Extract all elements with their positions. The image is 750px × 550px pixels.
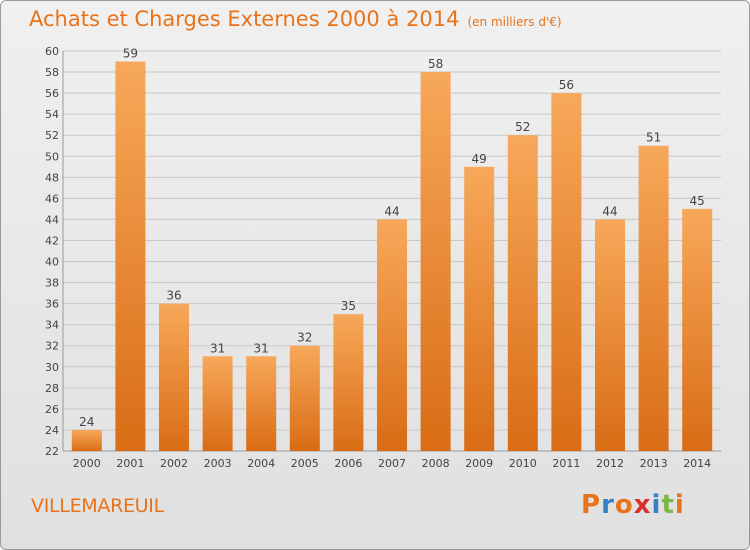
bar-2014 <box>682 208 713 451</box>
y-tick-label: 60 <box>45 45 59 58</box>
bars <box>71 61 713 452</box>
bar-2005 <box>289 345 320 451</box>
data-label-2003: 31 <box>210 341 225 355</box>
logo-letter: i <box>651 490 662 520</box>
y-tick-label: 22 <box>45 445 59 458</box>
bar-2010 <box>507 135 538 452</box>
chart-unit: (en milliers d'€) <box>467 15 562 29</box>
y-tick-label: 24 <box>45 424 59 437</box>
chart-title: Achats et Charges Externes 2000 à 2014 (e… <box>29 7 562 31</box>
bar-2011 <box>551 93 582 452</box>
data-label-2012: 44 <box>602 204 617 218</box>
x-tick-label-2009: 2009 <box>465 457 493 470</box>
x-tick-label-2007: 2007 <box>378 457 406 470</box>
x-tick-label-2001: 2001 <box>116 457 144 470</box>
data-label-2014: 45 <box>690 194 705 208</box>
y-tick-label: 46 <box>45 192 59 205</box>
y-tick-label: 26 <box>45 403 59 416</box>
bar-2004 <box>246 356 277 451</box>
data-label-2006: 35 <box>341 299 356 313</box>
x-tick-label-2011: 2011 <box>552 457 580 470</box>
y-tick-label: 42 <box>45 234 59 247</box>
bar-2000 <box>71 429 102 451</box>
y-tick-label: 38 <box>45 277 59 290</box>
bar-2003 <box>202 356 233 451</box>
x-tick-label-2010: 2010 <box>509 457 537 470</box>
logo-letter: r <box>601 490 615 520</box>
commune-name: VILLEMAREUIL <box>31 495 164 517</box>
bar-2013 <box>638 145 669 451</box>
data-label-2007: 44 <box>384 204 399 218</box>
x-tick-label-2014: 2014 <box>683 457 711 470</box>
bar-2008 <box>420 72 451 451</box>
y-axis: 22 24 26 28 30 32 34 36 38 40 42 44 46 48 50 52 54 56 58 60 <box>45 45 59 458</box>
y-tick-label: 44 <box>45 213 59 226</box>
y-tick-label: 28 <box>45 382 59 395</box>
y-tick-label: 40 <box>45 256 59 269</box>
x-tick-label-2005: 2005 <box>291 457 319 470</box>
x-tick-label-2008: 2008 <box>422 457 450 470</box>
proxiti-logo: Proxiti <box>581 490 685 520</box>
data-label-2000: 24 <box>79 415 94 429</box>
y-tick-label: 54 <box>45 108 59 121</box>
logo-letter: i <box>674 490 685 520</box>
data-labels: 24 59 36 31 31 32 35 44 58 49 52 56 44 51 45 <box>79 47 705 429</box>
data-label-2008: 58 <box>428 57 443 71</box>
bar-2001 <box>115 61 146 452</box>
bar-2012 <box>595 219 625 451</box>
y-tick-label: 30 <box>45 361 59 374</box>
logo-letter: o <box>614 490 634 520</box>
y-tick-label: 52 <box>45 129 59 142</box>
bar-2009 <box>464 166 495 451</box>
data-label-2001: 59 <box>123 47 138 61</box>
x-tick-label-2003: 2003 <box>204 457 232 470</box>
logo-letter: x <box>633 490 652 520</box>
y-tick-label: 48 <box>45 171 59 184</box>
data-label-2005: 32 <box>297 331 312 345</box>
data-label-2004: 31 <box>254 341 269 355</box>
y-tick-label: 32 <box>45 340 59 353</box>
x-tick-label-2013: 2013 <box>640 457 668 470</box>
x-tick-label-2004: 2004 <box>247 457 275 470</box>
logo-letter: t <box>661 490 675 520</box>
logo-letter: P <box>581 490 602 520</box>
x-tick-label-2000: 2000 <box>73 457 101 470</box>
y-tick-label: 56 <box>45 87 59 100</box>
data-label-2010: 52 <box>515 120 530 134</box>
bar-2002 <box>159 303 189 451</box>
x-tick-label-2002: 2002 <box>160 457 188 470</box>
data-label-2009: 49 <box>472 152 487 166</box>
x-tick-label-2006: 2006 <box>334 457 362 470</box>
y-tick-label: 50 <box>45 150 59 163</box>
data-label-2011: 56 <box>559 78 574 92</box>
y-tick-label: 36 <box>45 298 59 311</box>
x-tick-label-2012: 2012 <box>596 457 624 470</box>
y-tick-label: 34 <box>45 319 59 332</box>
bar-2006 <box>333 314 364 451</box>
data-label-2002: 36 <box>166 289 181 303</box>
y-tick-label: 58 <box>45 66 59 79</box>
x-axis: 2000 2001 2002 2003 2004 2005 2006 2007 2008 2009… <box>73 457 711 470</box>
data-label-2013: 51 <box>646 131 661 145</box>
bar-2007 <box>377 219 407 451</box>
